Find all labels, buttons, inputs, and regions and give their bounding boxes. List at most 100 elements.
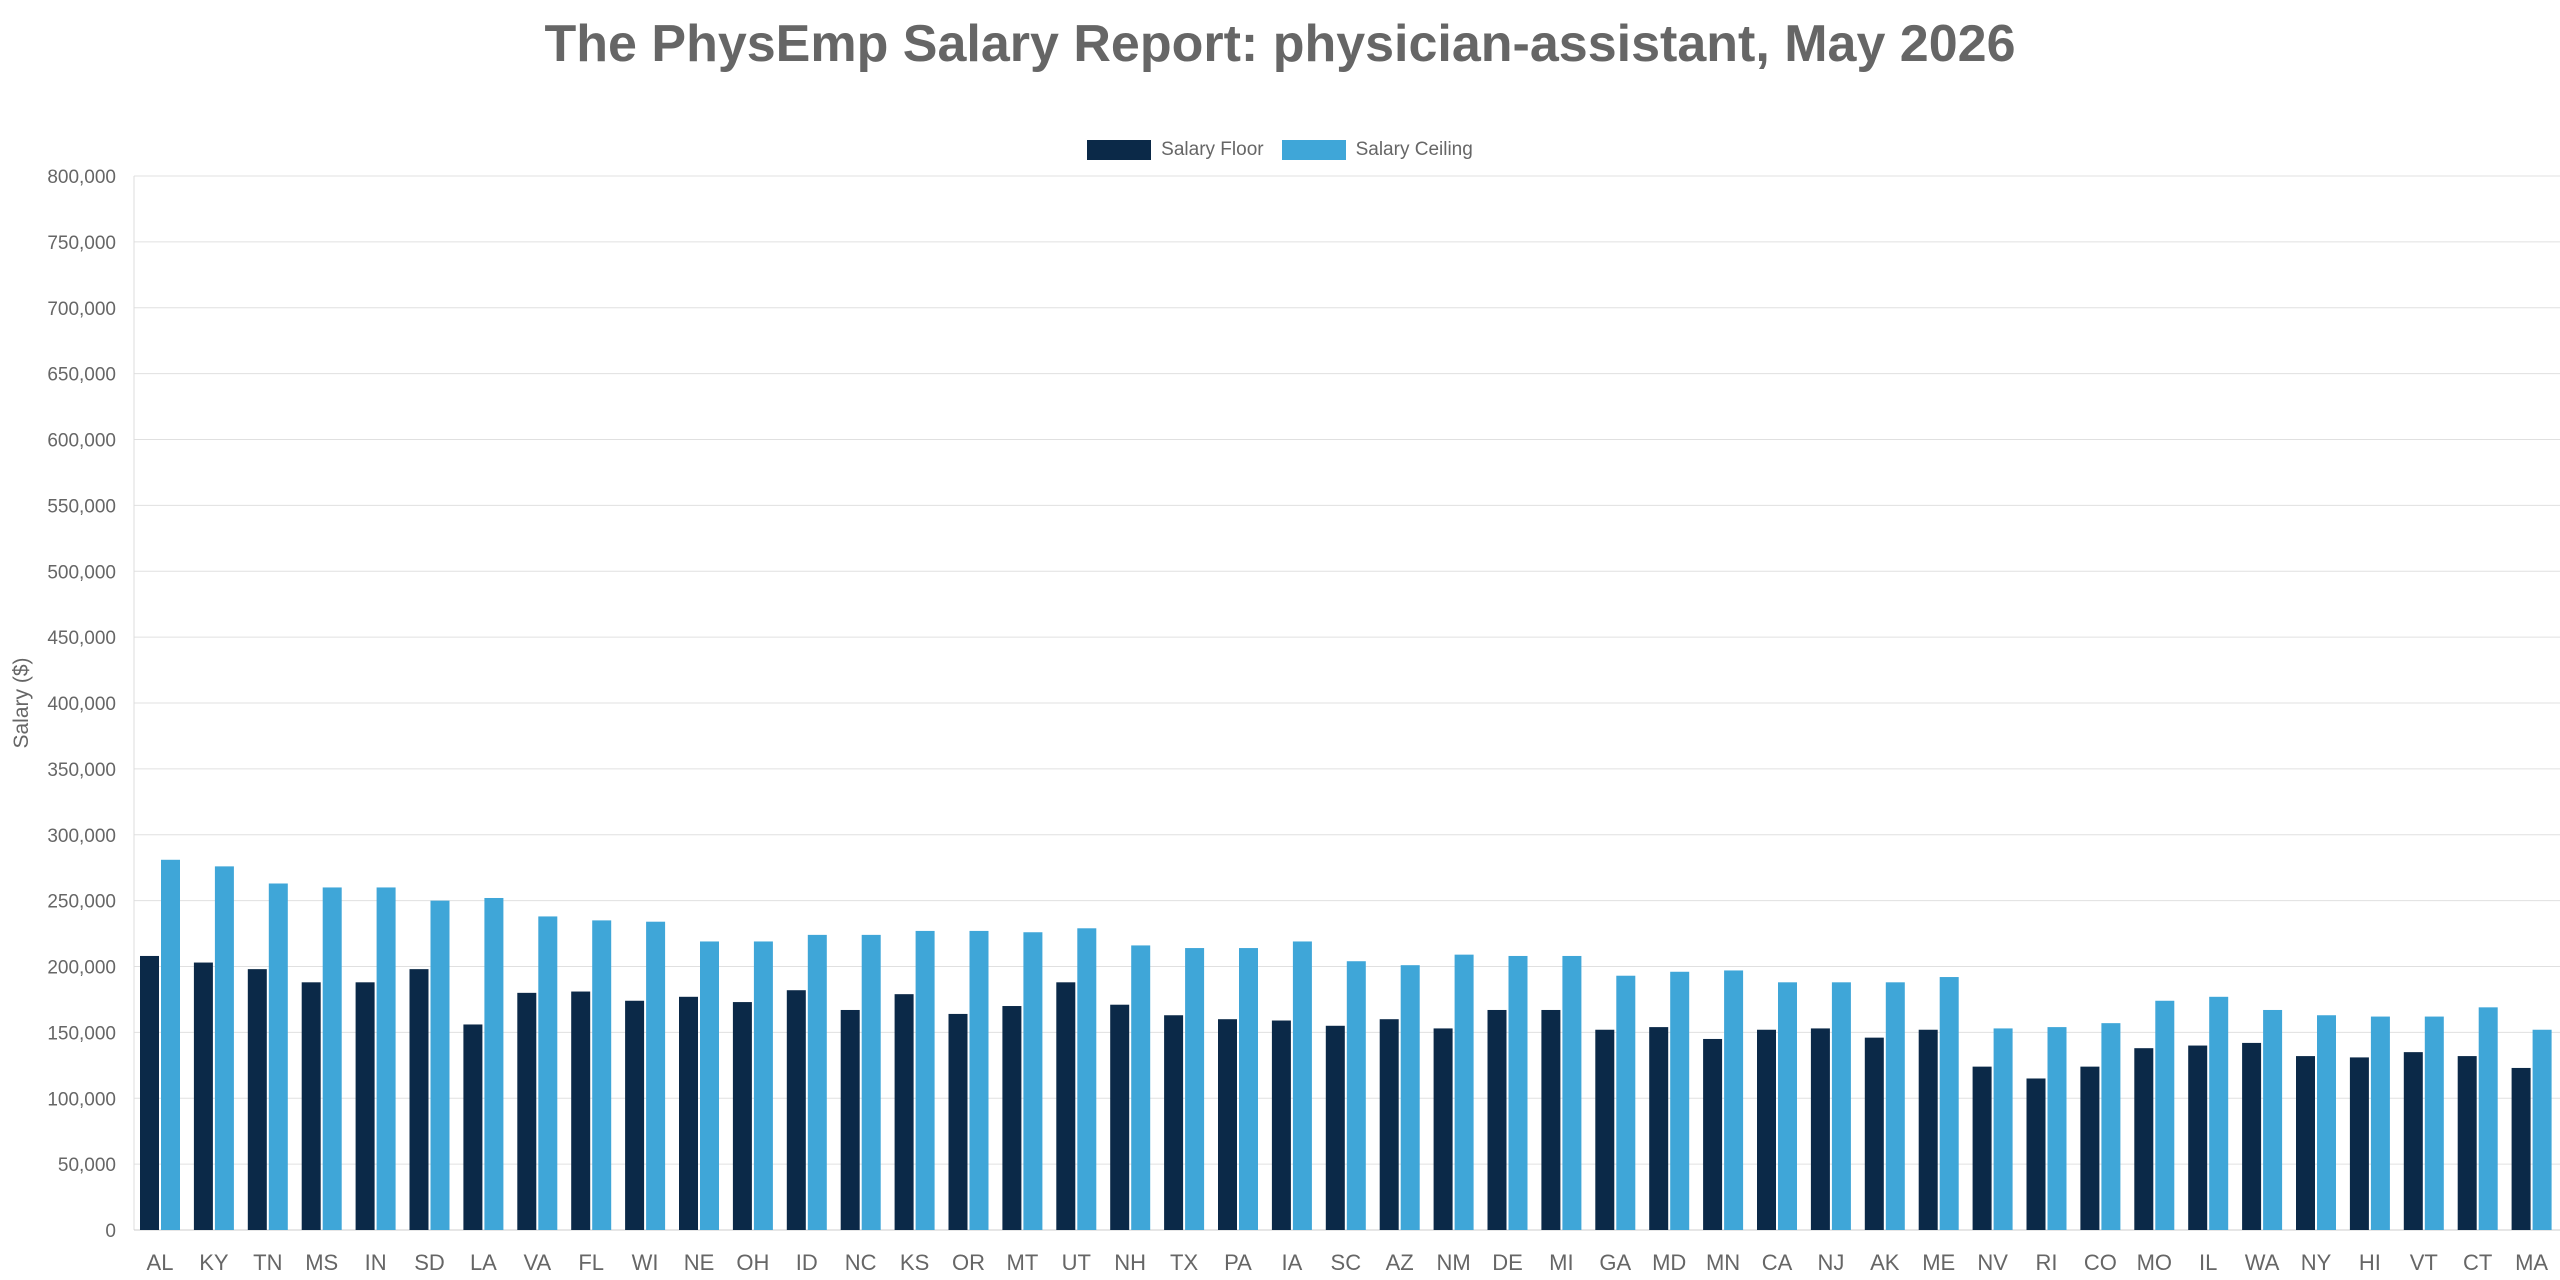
bar-salary-ceiling [969, 930, 989, 1230]
bar-salary-floor [2134, 1048, 2154, 1230]
y-tick-label: 400,000 [47, 694, 116, 715]
bar-salary-floor [1810, 1028, 1830, 1230]
x-tick-label: ID [796, 1250, 818, 1275]
y-tick-label: 300,000 [47, 826, 116, 847]
x-tick-label: MD [1652, 1250, 1686, 1275]
legend-label-floor: Salary Floor [1161, 139, 1264, 160]
legend-item-floor[interactable]: Salary Floor [1087, 139, 1264, 161]
bar-salary-floor [1541, 1009, 1561, 1230]
legend-swatch-ceiling [1281, 140, 1346, 160]
bar-salary-ceiling [161, 859, 180, 1230]
x-tick-label: FL [578, 1250, 604, 1275]
x-tick-label: IL [2199, 1250, 2217, 1275]
bar-salary-floor [1757, 1029, 1776, 1230]
x-tick-label: CT [2463, 1250, 2492, 1275]
bar-salary-ceiling [2532, 1029, 2552, 1230]
bar-salary-floor [1972, 1066, 1992, 1230]
y-tick-label: 600,000 [47, 431, 116, 452]
bar-salary-ceiling [1939, 977, 1959, 1230]
bar-salary-ceiling [807, 934, 827, 1230]
bar-salary-floor [786, 990, 806, 1230]
bar-salary-ceiling [2317, 1015, 2336, 1230]
bar-salary-ceiling [322, 887, 342, 1230]
y-tick-label: 550,000 [47, 496, 116, 517]
bar-salary-ceiling [1993, 1028, 2013, 1230]
x-tick-label: MA [2515, 1250, 2548, 1275]
bar-salary-floor [1703, 1038, 1723, 1230]
bar-salary-ceiling [430, 900, 450, 1230]
legend-item-ceiling[interactable]: Salary Ceiling [1281, 139, 1473, 161]
y-tick-label: 500,000 [47, 562, 116, 583]
bar-salary-ceiling [1292, 941, 1312, 1230]
y-tick-label: 700,000 [47, 299, 116, 320]
bar-salary-ceiling [1778, 982, 1797, 1230]
bar-salary-floor [1271, 1020, 1291, 1230]
x-tick-label: CO [2084, 1250, 2117, 1275]
bar-salary-ceiling [1131, 945, 1151, 1230]
x-tick-label: WA [2245, 1250, 2280, 1275]
bar-salary-floor [2296, 1056, 2315, 1230]
y-tick-label: 350,000 [47, 760, 116, 781]
bar-salary-ceiling [1616, 975, 1636, 1230]
x-tick-label: RI [2036, 1250, 2058, 1275]
x-tick-label: KY [199, 1250, 229, 1275]
bar-salary-ceiling [2424, 1016, 2444, 1230]
bar-salary-ceiling [376, 887, 396, 1230]
bar-salary-ceiling [1454, 954, 1474, 1230]
x-tick-label: MT [1007, 1250, 1039, 1275]
bar-salary-floor [1110, 1004, 1130, 1230]
bar-salary-ceiling [1508, 955, 1528, 1230]
bar-salary-floor [2457, 1056, 2477, 1230]
x-tick-label: GA [1599, 1250, 1631, 1275]
x-tick-label: NH [1114, 1250, 1146, 1275]
bar-salary-ceiling [915, 930, 935, 1230]
bar-salary-floor [679, 996, 698, 1230]
chart-legend: Salary Floor Salary Ceiling [0, 139, 2560, 161]
bar-salary-floor [1379, 1019, 1399, 1230]
x-tick-label: NY [2301, 1250, 2332, 1275]
bar-salary-ceiling [1831, 982, 1851, 1230]
x-tick-label: SD [414, 1250, 445, 1275]
bar-salary-floor [1164, 1015, 1184, 1230]
x-tick-label: MO [2137, 1250, 2172, 1275]
bar-salary-ceiling [1400, 965, 1420, 1230]
x-tick-label: MN [1706, 1250, 1740, 1275]
bar-salary-ceiling [1885, 982, 1905, 1230]
bar-salary-floor [1325, 1025, 1345, 1230]
bar-salary-floor [1649, 1027, 1669, 1230]
bar-salary-floor [2188, 1045, 2208, 1230]
x-tick-label: ME [1922, 1250, 1955, 1275]
bar-salary-floor [1002, 1006, 1022, 1230]
bar-salary-floor [948, 1013, 968, 1230]
bar-salary-floor [1487, 1009, 1507, 1230]
bar-salary-floor [463, 1024, 483, 1230]
chart-title: The PhysEmp Salary Report: physician-ass… [544, 15, 2016, 73]
x-tick-label: MI [1549, 1250, 1573, 1275]
bar-salary-ceiling [646, 921, 666, 1230]
y-tick-label: 750,000 [47, 233, 116, 254]
y-tick-label: 50,000 [58, 1155, 116, 1176]
legend-label-ceiling: Salary Ceiling [1355, 139, 1473, 160]
y-tick-label: 200,000 [47, 958, 116, 979]
x-tick-label: AZ [1386, 1250, 1414, 1275]
x-tick-label: VA [523, 1250, 551, 1275]
x-tick-label: IA [1282, 1250, 1303, 1275]
x-tick-label: VT [2410, 1250, 2438, 1275]
bar-salary-ceiling [1346, 961, 1366, 1230]
bar-salary-floor [894, 994, 914, 1230]
x-tick-label: NM [1436, 1250, 1470, 1275]
bar-salary-ceiling [2155, 1000, 2175, 1230]
bar-salary-floor [2403, 1052, 2423, 1230]
bar-salary-floor [409, 969, 429, 1230]
bar-salary-floor [2349, 1057, 2369, 1230]
x-tick-label: SC [1331, 1250, 1362, 1275]
x-tick-label: OH [736, 1250, 769, 1275]
x-tick-label: IN [365, 1250, 387, 1275]
y-tick-label: 0 [105, 1221, 116, 1242]
x-tick-label: LA [470, 1250, 497, 1275]
bar-salary-floor [355, 982, 375, 1230]
x-tick-label: UT [1062, 1250, 1091, 1275]
bar-salary-ceiling [538, 916, 558, 1230]
